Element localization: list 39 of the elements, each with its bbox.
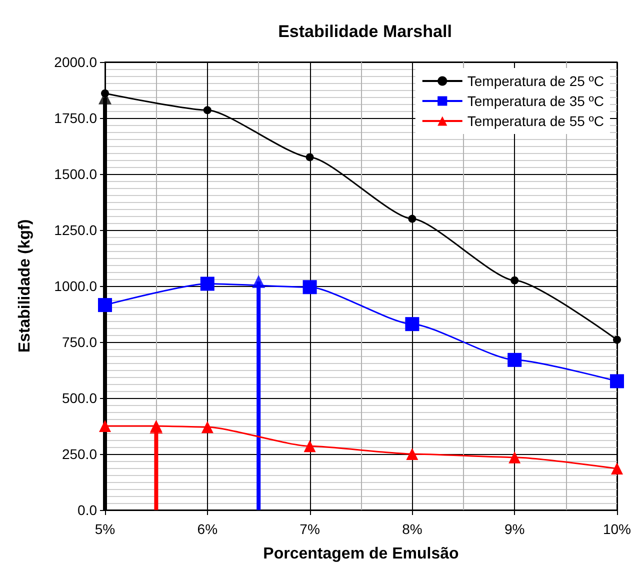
x-tick-label: 7% — [300, 521, 320, 537]
y-tick-label: 1750.0 — [54, 110, 98, 126]
legend-label: Temperatura de 35 ºC — [467, 93, 604, 109]
point — [613, 336, 621, 344]
point — [405, 317, 420, 332]
x-tick-label: 5% — [94, 521, 116, 537]
point — [610, 374, 624, 388]
x-tick-label: 9% — [504, 521, 525, 537]
x-axis-title: Porcentagem de Emulsão — [263, 546, 460, 562]
y-tick-label: 500.0 — [62, 390, 98, 406]
point — [508, 352, 522, 367]
y-tick-label: 1250.0 — [54, 222, 98, 238]
point — [510, 276, 519, 284]
legend-label: Temperatura de 55 ºC — [467, 113, 604, 129]
y-tick-label: 1000.0 — [54, 278, 98, 294]
chart-title: Estabilidade Marshall — [278, 22, 452, 41]
point — [406, 448, 418, 460]
point — [203, 106, 212, 114]
y-tick-label: 2000.0 — [54, 54, 98, 70]
y-axis-title: Estabilidade (kgf) — [16, 219, 34, 353]
point — [610, 462, 623, 475]
point — [302, 280, 317, 294]
y-tick-label: 0.0 — [78, 502, 98, 518]
point — [99, 420, 111, 432]
y-tick-label: 250.0 — [62, 446, 98, 462]
point — [101, 89, 109, 98]
point — [200, 276, 214, 291]
x-tick-label: 6% — [197, 521, 218, 537]
point — [98, 298, 112, 312]
y-tick-label: 750.0 — [62, 334, 98, 350]
point — [304, 440, 316, 452]
point — [201, 421, 214, 434]
legend-label: Temperatura de 25 ºC — [467, 73, 604, 89]
point — [508, 451, 521, 464]
point — [408, 214, 416, 223]
x-tick-label: 8% — [402, 521, 422, 537]
point — [306, 153, 314, 162]
x-tick-label: 10% — [602, 521, 632, 537]
y-tick-label: 1500.0 — [54, 166, 98, 182]
